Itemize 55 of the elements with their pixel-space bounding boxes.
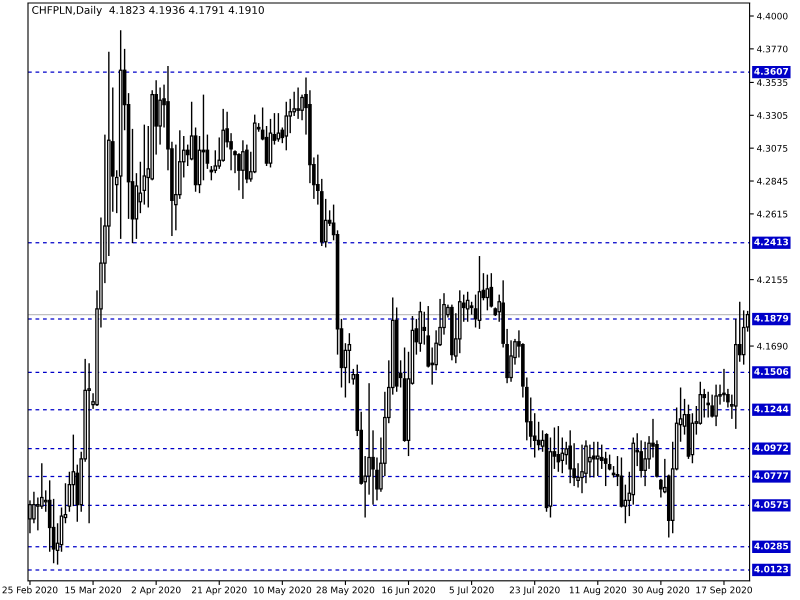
y-tick-label: 4.3535 <box>756 79 788 86</box>
candlestick <box>237 152 241 192</box>
ref-line-label: 4.1244 <box>754 406 788 412</box>
x-tick-label: 11 Aug 2020 <box>570 586 626 596</box>
candlestick <box>276 112 280 142</box>
x-tick-label: 21 Apr 2020 <box>192 586 247 596</box>
candlestick <box>284 101 288 152</box>
candlestick <box>580 444 584 494</box>
candlestick <box>596 441 600 477</box>
x-tick-label: 28 May 2020 <box>316 586 374 596</box>
candlestick <box>87 362 91 524</box>
ref-line-label: 4.0285 <box>754 542 788 550</box>
candlestick <box>509 340 513 382</box>
candlestick <box>568 430 572 484</box>
x-tick-label: 2 Apr 2020 <box>132 586 181 596</box>
candlestick <box>36 496 40 532</box>
y-tick-label: 4.2155 <box>756 276 788 284</box>
candlestick <box>241 140 245 200</box>
candlestick <box>710 394 714 418</box>
x-tick-label: 16 Jun 2020 <box>382 586 436 596</box>
candlestick <box>592 441 596 478</box>
candlestick <box>486 274 490 312</box>
y-tick-label: 4.2615 <box>756 210 788 218</box>
candlestick <box>490 272 494 308</box>
y-tick-label: 4.3305 <box>756 112 788 119</box>
candlestick <box>466 291 470 322</box>
ref-line-label: 4.3607 <box>754 68 788 75</box>
candlestick <box>371 430 375 506</box>
x-tick-label: 25 Feb 2020 <box>2 586 58 594</box>
ref-line-label: 4.0777 <box>754 472 788 480</box>
y-tick-label: 4.3770 <box>756 46 788 52</box>
ref-line-label: 4.0972 <box>754 444 788 452</box>
candlestick <box>588 444 592 478</box>
y-tick-label: 4.4000 <box>756 12 788 20</box>
candlestick <box>296 86 300 120</box>
chart-title: CHFPLN,Daily 4.1823 4.1936 4.1791 4.1910 <box>32 6 264 16</box>
y-tick-label: 4.2845 <box>756 178 788 185</box>
ref-line-label: 4.0575 <box>754 501 788 508</box>
candlestick <box>202 94 206 182</box>
x-tick-label: 5 Jul 2020 <box>450 586 494 596</box>
candlestick <box>556 425 560 472</box>
ref-line-label: 4.1879 <box>754 314 788 322</box>
x-tick-label: 15 Mar 2020 <box>65 586 122 594</box>
candlestick <box>706 391 710 418</box>
y-tick-label: 4.1690 <box>756 342 788 350</box>
x-tick-label: 17 Sep 2020 <box>696 586 752 596</box>
ref-line-label: 4.1506 <box>754 368 788 375</box>
x-tick-label: 30 Aug 2020 <box>632 586 690 596</box>
x-tick-label: 10 May 2020 <box>254 586 312 596</box>
ref-line-label: 4.2413 <box>754 238 788 246</box>
candlestick <box>714 384 718 427</box>
candlestick <box>474 294 478 328</box>
ref-line-label: 4.0123 <box>754 566 788 573</box>
x-tick-label: 23 Jul 2020 <box>510 586 560 596</box>
y-tick-label: 4.3075 <box>756 144 788 152</box>
